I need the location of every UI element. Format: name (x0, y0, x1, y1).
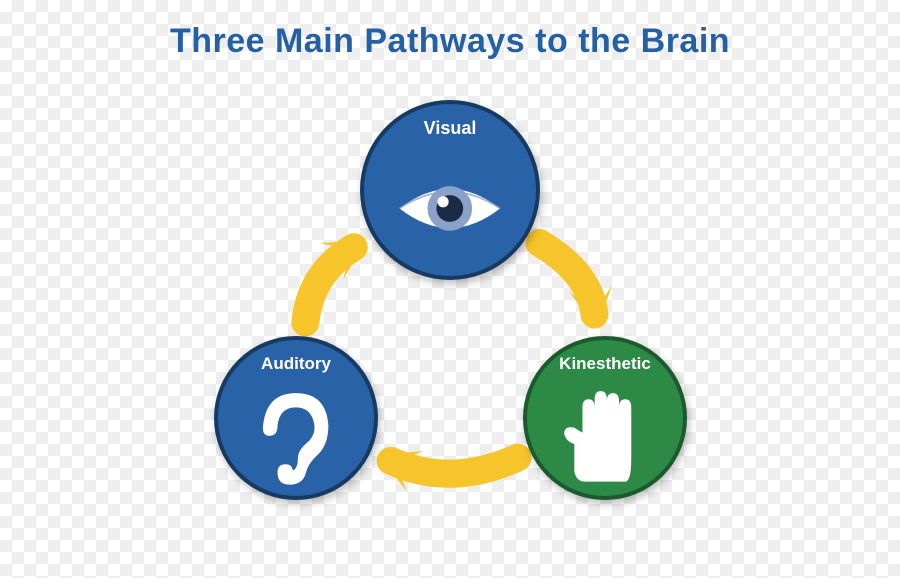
node-auditory: Auditory (214, 336, 378, 500)
ear-icon-wrap (218, 376, 374, 496)
node-visual: Visual (360, 100, 540, 280)
hand-icon (554, 385, 656, 487)
node-label-auditory: Auditory (261, 354, 331, 374)
diagram-stage (0, 0, 900, 578)
eye-icon (394, 175, 506, 242)
node-label-kinesthetic: Kinesthetic (559, 354, 651, 374)
arrow-kinesthetic-to-auditory (391, 458, 518, 474)
ear-icon (245, 385, 347, 487)
eye-icon-wrap (364, 141, 536, 276)
arrow-auditory-to-visual (305, 247, 353, 322)
node-kinesthetic: Kinesthetic (523, 336, 687, 500)
arrow-visual-to-kinesthetic (539, 243, 594, 315)
hand-icon-wrap (527, 376, 683, 496)
node-label-visual: Visual (424, 118, 477, 139)
